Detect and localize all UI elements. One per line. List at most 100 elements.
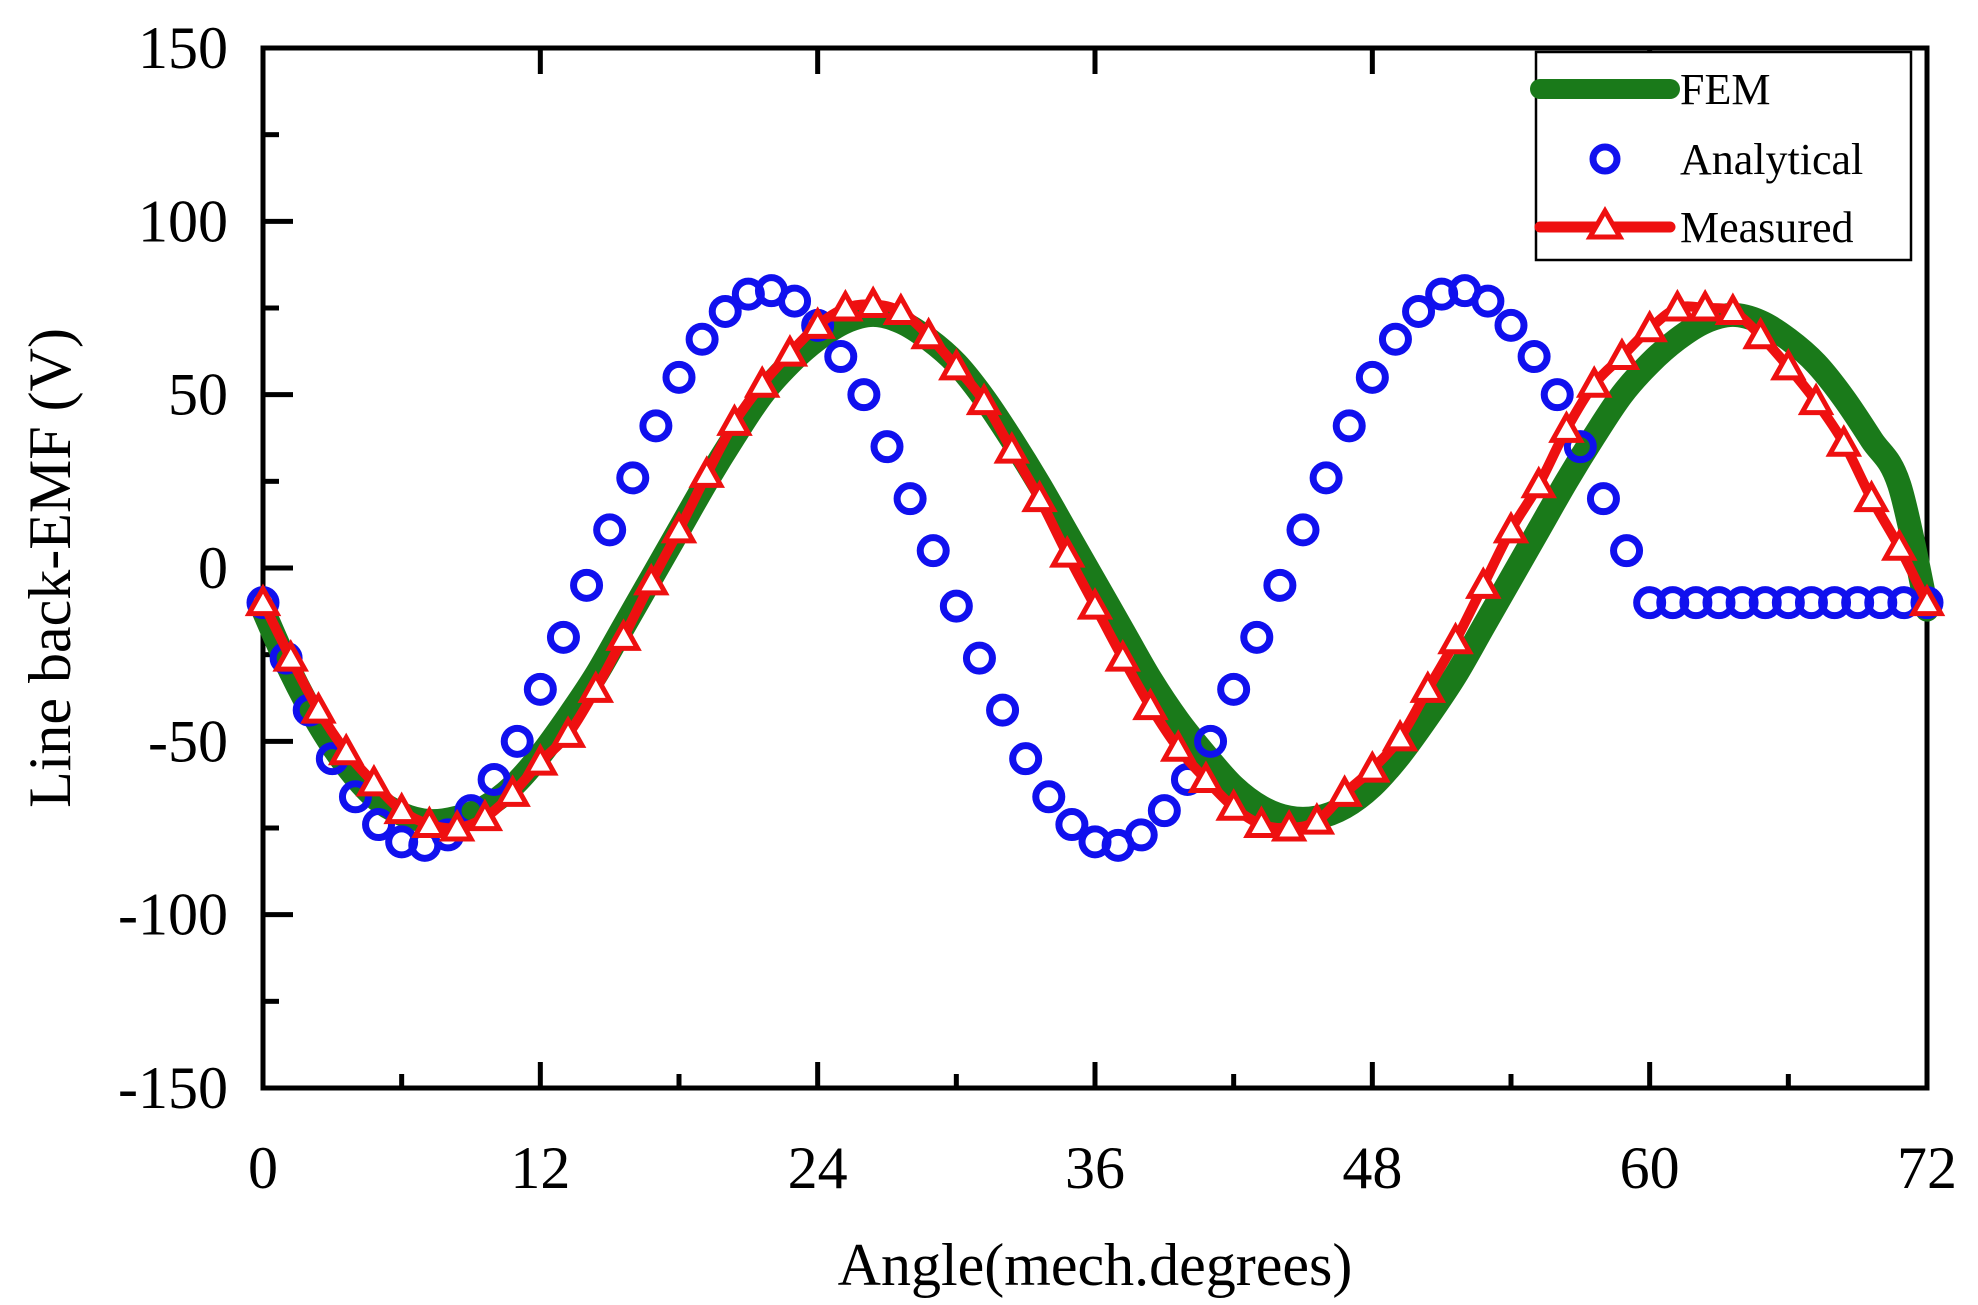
measured-point [1215, 788, 1252, 821]
measured-point [1742, 316, 1779, 350]
measured-point [799, 306, 836, 339]
measured-point [1714, 292, 1752, 325]
measured-point [1908, 583, 1946, 617]
analytical-point [1402, 294, 1436, 328]
measured-point [438, 808, 476, 842]
measured-point [1492, 510, 1530, 544]
y-tick-label: -150 [118, 1055, 228, 1121]
measured-point [1881, 528, 1918, 561]
x-tick-label: 60 [1620, 1135, 1680, 1201]
x-tick-label: 48 [1342, 1135, 1402, 1201]
y-tick-label: 150 [138, 15, 228, 81]
measured-point [716, 403, 753, 436]
measured-point [1243, 805, 1280, 839]
measured-point [660, 510, 698, 544]
analytical-point [523, 672, 557, 706]
measured-point [1187, 760, 1225, 793]
analytical-point [1586, 482, 1620, 516]
measured-point [605, 618, 642, 651]
measured-point [327, 732, 365, 766]
analytical-point [1217, 672, 1251, 706]
measured-point [910, 316, 947, 350]
y-tick-label: -100 [118, 882, 228, 948]
y-axis-title: Line back-EMF (V) [17, 328, 83, 808]
measured-point [965, 382, 1003, 416]
measured-point [1575, 365, 1613, 398]
analytical-point [824, 340, 858, 374]
analytical-point [546, 620, 580, 654]
measured-point [827, 288, 864, 322]
legend: FEM Analytical Measured [1530, 50, 1913, 262]
measured-point [300, 691, 337, 724]
analytical-point [639, 409, 673, 443]
measured-point [1603, 337, 1641, 371]
analytical-point [1563, 430, 1597, 464]
analytical-point [847, 378, 881, 412]
measured-point [1437, 621, 1474, 655]
y-tick-label: 50 [168, 362, 228, 428]
analytical-point [1009, 742, 1043, 776]
axis-tick-labels: 0 12 24 36 48 60 72 -150 -100 -50 0 50 100 150 [118, 15, 1957, 1201]
legend-fem-label: FEM [1680, 65, 1770, 114]
y-tick-label: -50 [148, 708, 228, 774]
measured-point [1381, 718, 1419, 752]
analytical-point [338, 780, 372, 814]
series-line-fem [251, 302, 1939, 834]
measured-point [771, 333, 809, 367]
x-tick-label: 24 [788, 1135, 848, 1201]
analytical-point [1194, 724, 1228, 758]
analytical-point [1471, 284, 1505, 318]
analytical-point [1610, 534, 1644, 568]
y-tick-label: 0 [198, 535, 228, 601]
analytical-point [708, 294, 742, 328]
analytical-point [616, 461, 650, 495]
measured-point [1270, 808, 1308, 842]
analytical-point [962, 641, 996, 675]
measured-point [882, 292, 920, 325]
measured-point [854, 285, 892, 319]
measured-point [688, 455, 725, 488]
analytical-point [916, 534, 950, 568]
measured-point [1853, 479, 1890, 513]
analytical-point [870, 430, 904, 464]
analytical-point [362, 808, 396, 842]
series-fem [251, 302, 1939, 834]
measured-point [1021, 479, 1058, 513]
analytical-point [1240, 620, 1274, 654]
x-tick-label: 0 [248, 1135, 278, 1201]
measured-point [1686, 288, 1724, 322]
measured-point [466, 798, 504, 832]
measured-point [494, 774, 531, 807]
measured-point [1825, 424, 1863, 457]
measured-point [1354, 749, 1391, 783]
measured-point [1409, 670, 1447, 703]
x-tick-label: 72 [1897, 1135, 1957, 1201]
measured-point [1159, 729, 1197, 762]
measured-point [411, 805, 448, 839]
series-analytical [246, 274, 1944, 862]
measured-point [355, 763, 393, 797]
measured-point [1076, 587, 1114, 620]
x-axis-title: Angle(mech.degrees) [838, 1232, 1353, 1298]
analytical-point [1378, 322, 1412, 356]
measured-point [633, 562, 670, 596]
x-tick-label: 36 [1065, 1135, 1125, 1201]
analytical-point [1540, 378, 1574, 412]
analytical-point [1494, 308, 1528, 342]
series-layer [244, 274, 1946, 862]
measured-point [1132, 687, 1169, 721]
legend-analytical-label: Analytical [1680, 135, 1863, 184]
analytical-point [662, 360, 696, 394]
analytical-point [685, 322, 719, 356]
analytical-point [1124, 818, 1158, 852]
analytical-point [1309, 461, 1343, 495]
series-measured [244, 285, 1946, 842]
analytical-point [1355, 360, 1389, 394]
analytical-point [939, 589, 973, 623]
measured-point [1659, 288, 1696, 322]
measured-point [522, 743, 559, 776]
analytical-point [500, 724, 534, 758]
measured-point [383, 791, 420, 825]
analytical-point [1055, 808, 1089, 842]
